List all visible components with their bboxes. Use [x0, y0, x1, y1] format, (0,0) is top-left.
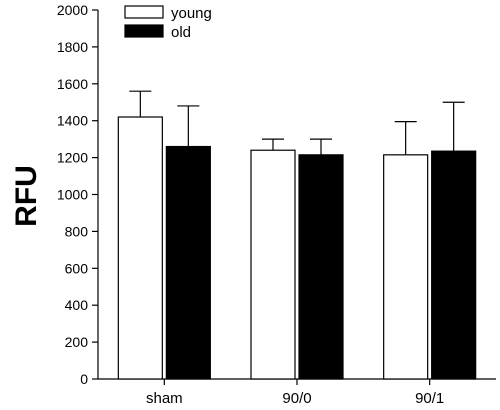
- legend-swatch-young: [124, 5, 164, 19]
- y-tick-label: 2000: [57, 2, 88, 18]
- y-tick-label: 0: [80, 371, 88, 387]
- y-tick-label: 1000: [57, 187, 88, 203]
- y-tick-label: 400: [65, 297, 89, 313]
- bar-old: [431, 150, 477, 380]
- x-tick-label: 90/0: [282, 390, 311, 407]
- bar-old: [165, 145, 211, 380]
- y-tick-label: 1200: [57, 150, 88, 166]
- y-tick-label: 1800: [57, 39, 88, 55]
- bar-young: [117, 116, 163, 380]
- legend: young old: [124, 5, 212, 41]
- y-axis-label: RFU: [10, 165, 43, 227]
- bar-young: [250, 149, 296, 380]
- bar-young: [383, 154, 429, 380]
- y-tick-label: 600: [65, 260, 89, 276]
- axes: 0 200 400 600 800 1000 1200 1400 1600 1800 2000 sha…: [57, 2, 496, 407]
- y-tick-label: 1400: [57, 113, 88, 129]
- x-tick-label: sham: [146, 390, 183, 407]
- y-tick-label: 1600: [57, 76, 88, 92]
- legend-swatch-old: [124, 24, 164, 38]
- x-tick-label: 90/1: [415, 390, 444, 407]
- legend-label-old: old: [171, 24, 191, 41]
- y-tick-label: 800: [65, 223, 89, 239]
- y-tick-label: 200: [65, 334, 89, 350]
- legend-label-young: young: [171, 5, 212, 22]
- bar-old: [298, 154, 344, 380]
- bars: [117, 90, 477, 380]
